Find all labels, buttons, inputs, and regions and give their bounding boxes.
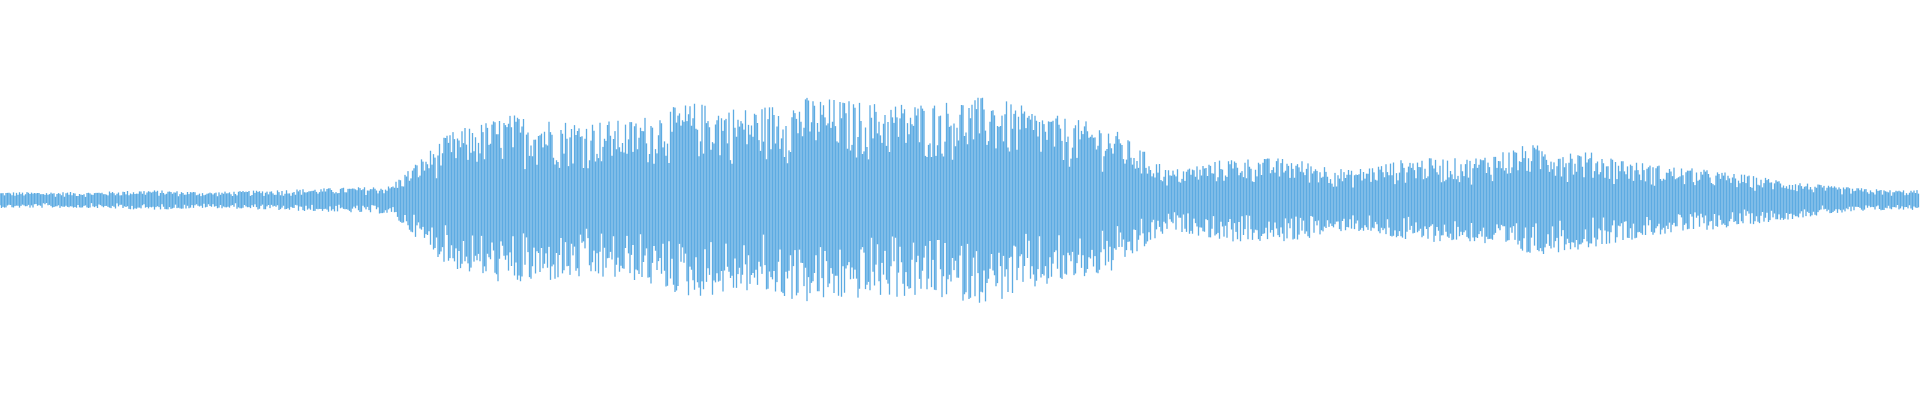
- wave-segment: [1499, 145, 1560, 254]
- wave-segment: [539, 121, 600, 280]
- wave-segment: [659, 103, 720, 296]
- wave-segment: [719, 107, 780, 292]
- wave-segment: [1379, 158, 1440, 242]
- wave-segment: [1199, 159, 1260, 242]
- wave-segment: [59, 191, 120, 209]
- wave-segment: [1739, 174, 1800, 225]
- wave-segment: [899, 102, 960, 298]
- wave-segment: [119, 190, 180, 210]
- wave-segment: [1859, 188, 1920, 211]
- wave-segment: [1319, 166, 1380, 235]
- wave-segment: [299, 187, 360, 213]
- wave-segment: [1679, 168, 1740, 231]
- wave-segment: [779, 97, 840, 302]
- wave-segment: [1019, 105, 1080, 287]
- wave-segment: [599, 117, 660, 284]
- wave-segment: [1079, 121, 1140, 277]
- wave-segment: [239, 189, 300, 211]
- wave-segment: [839, 101, 900, 298]
- wave-segment: [1799, 183, 1860, 218]
- wave-segment: [1619, 161, 1680, 240]
- wave-segment: [0, 192, 60, 208]
- wave-segment: [1559, 152, 1620, 251]
- wave-segment: [1439, 156, 1500, 244]
- wave-segment: [179, 191, 240, 209]
- wave-segment: [419, 128, 480, 272]
- wave-segment: [479, 115, 540, 282]
- wave-segment: [1139, 150, 1200, 247]
- wave-segment: [1259, 158, 1320, 242]
- wave-segment: [359, 164, 420, 237]
- wave-segment: [959, 97, 1020, 303]
